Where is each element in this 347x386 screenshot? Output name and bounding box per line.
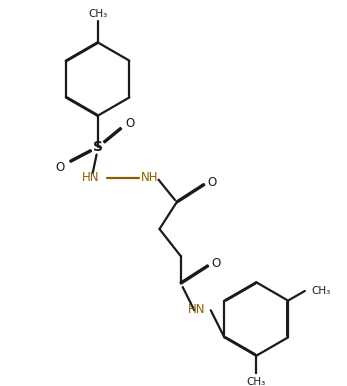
Text: O: O	[207, 176, 216, 189]
Text: O: O	[211, 257, 220, 270]
Text: CH₃: CH₃	[88, 9, 107, 19]
Text: NH: NH	[141, 171, 159, 184]
Text: HN: HN	[82, 171, 100, 184]
Text: O: O	[126, 117, 135, 130]
Text: S: S	[93, 140, 103, 154]
Text: O: O	[55, 161, 65, 174]
Text: CH₃: CH₃	[247, 377, 266, 386]
Text: CH₃: CH₃	[312, 286, 331, 296]
Text: HN: HN	[187, 303, 205, 316]
